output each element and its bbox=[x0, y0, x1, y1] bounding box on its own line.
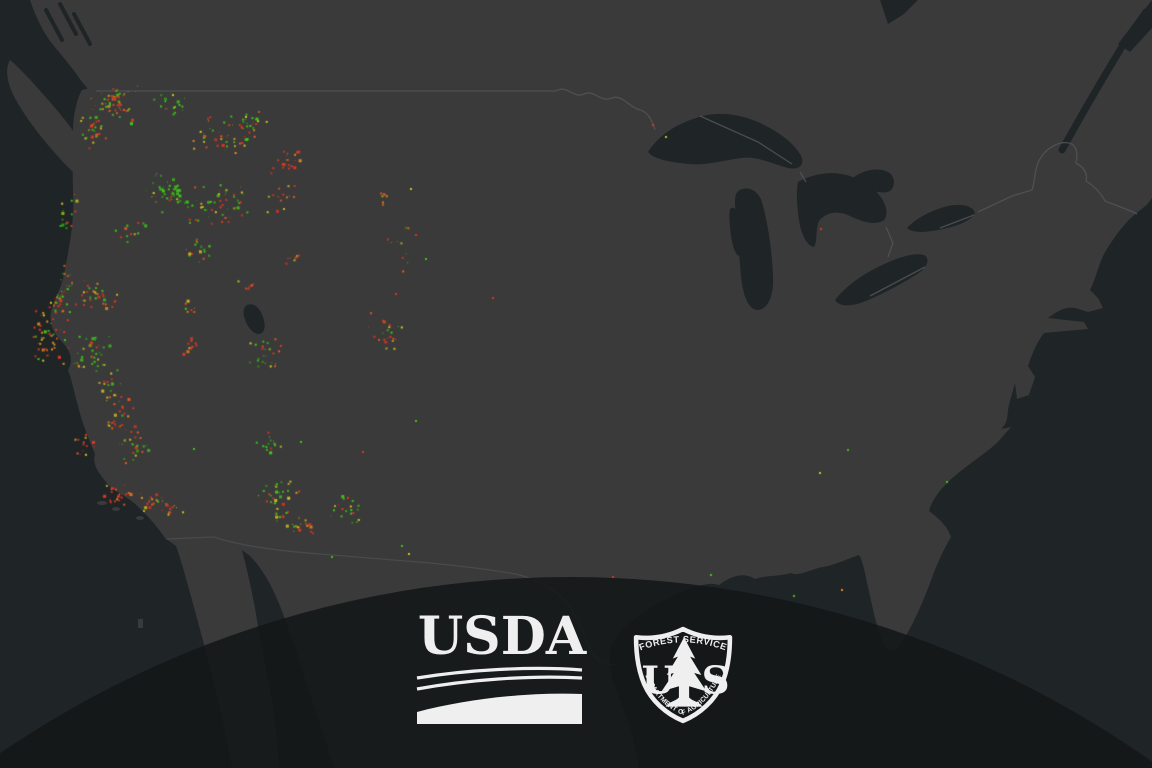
fire-map-stage: USDA FOREST SERVICE U S DEPARTM bbox=[0, 0, 1152, 768]
